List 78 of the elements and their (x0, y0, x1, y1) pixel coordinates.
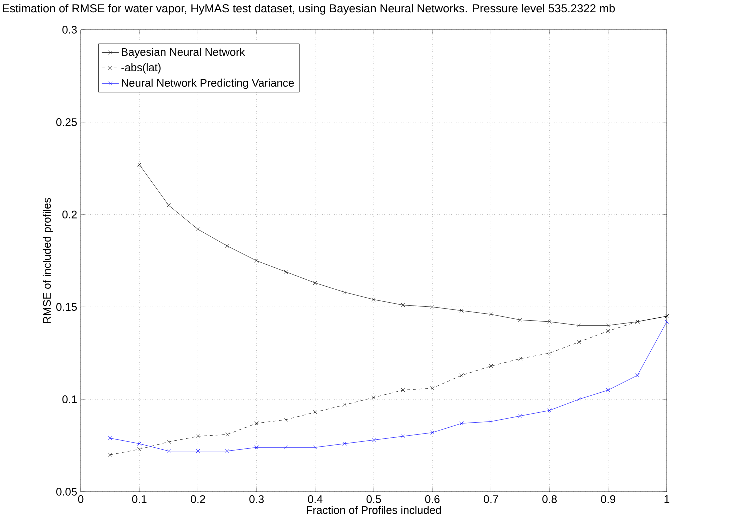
point (166, 204, 171, 208)
point (460, 308, 464, 313)
x-tick-label: 0 (78, 496, 84, 504)
x-tick-label: 0.5 (366, 496, 382, 504)
x-tick-label: 0.3 (250, 496, 264, 504)
point (489, 312, 494, 317)
point (372, 396, 376, 400)
point (254, 422, 259, 426)
point (518, 318, 523, 322)
x-tick-label: 0.1 (132, 496, 147, 504)
y-tick-label: 0.1 (62, 396, 77, 404)
point (342, 403, 347, 408)
y-tick-label: 0.05 (56, 488, 78, 496)
x-tick-label: 1 (664, 496, 670, 504)
point (313, 281, 318, 286)
point (254, 258, 259, 264)
point (577, 398, 582, 402)
point (372, 438, 376, 442)
y-tick-label: 0.3 (62, 26, 78, 34)
point (108, 452, 112, 458)
point (518, 356, 523, 361)
y-axis-title: RMSE of included profiles (42, 198, 54, 324)
point (342, 442, 347, 446)
legend-label: -abs(lat) (122, 63, 161, 74)
point (166, 440, 171, 444)
y-tick-label: 0.25 (56, 118, 78, 126)
y-tick-label: 0.2 (62, 210, 77, 219)
point (401, 434, 406, 439)
point (166, 449, 171, 454)
point (489, 420, 494, 424)
point (548, 408, 552, 413)
point (313, 410, 318, 415)
point (372, 298, 376, 302)
x-tick-label: 0.4 (308, 496, 323, 504)
point (138, 447, 142, 452)
x-tick-label: 0.2 (191, 496, 206, 504)
point (606, 324, 610, 328)
point (108, 436, 112, 440)
point (548, 351, 552, 356)
x-tick-label: 0.9 (601, 496, 616, 504)
point (401, 388, 406, 392)
x-tick-label: 0.6 (425, 496, 440, 504)
point (284, 446, 288, 450)
point (460, 422, 464, 426)
point (138, 442, 142, 446)
point (196, 228, 200, 232)
point (577, 340, 582, 344)
point (577, 324, 582, 328)
legend-label: Bayesian Neural Network (122, 48, 246, 58)
point (430, 305, 435, 310)
point (284, 270, 288, 274)
point (196, 449, 200, 454)
x-axis-title: Fraction of Profiles included (307, 506, 442, 514)
point (430, 386, 435, 391)
x-tick-label: 0.7 (484, 496, 498, 504)
point (225, 432, 230, 437)
point (225, 449, 230, 454)
point (518, 414, 523, 418)
point (489, 364, 494, 368)
chart-title: Estimation of RMSE for water vapor, HyMAS test dataset, using Bayesian Neural Networks. Pressure level 535.2322 mb (3, 4, 616, 15)
point (284, 418, 288, 422)
point (225, 244, 230, 248)
legend-label: Neural Network Predicting Variance (122, 78, 294, 90)
point (196, 434, 200, 439)
y-tick-label: 0.15 (56, 303, 78, 312)
point (254, 446, 259, 450)
point (342, 290, 347, 294)
point (430, 430, 435, 435)
point (460, 374, 464, 378)
point (606, 388, 610, 392)
point (548, 320, 552, 324)
x-tick-label: 0.8 (542, 496, 557, 504)
point (401, 303, 406, 308)
point (636, 374, 640, 378)
point (313, 446, 318, 450)
point (138, 162, 142, 167)
point (606, 329, 610, 334)
point (664, 320, 670, 324)
